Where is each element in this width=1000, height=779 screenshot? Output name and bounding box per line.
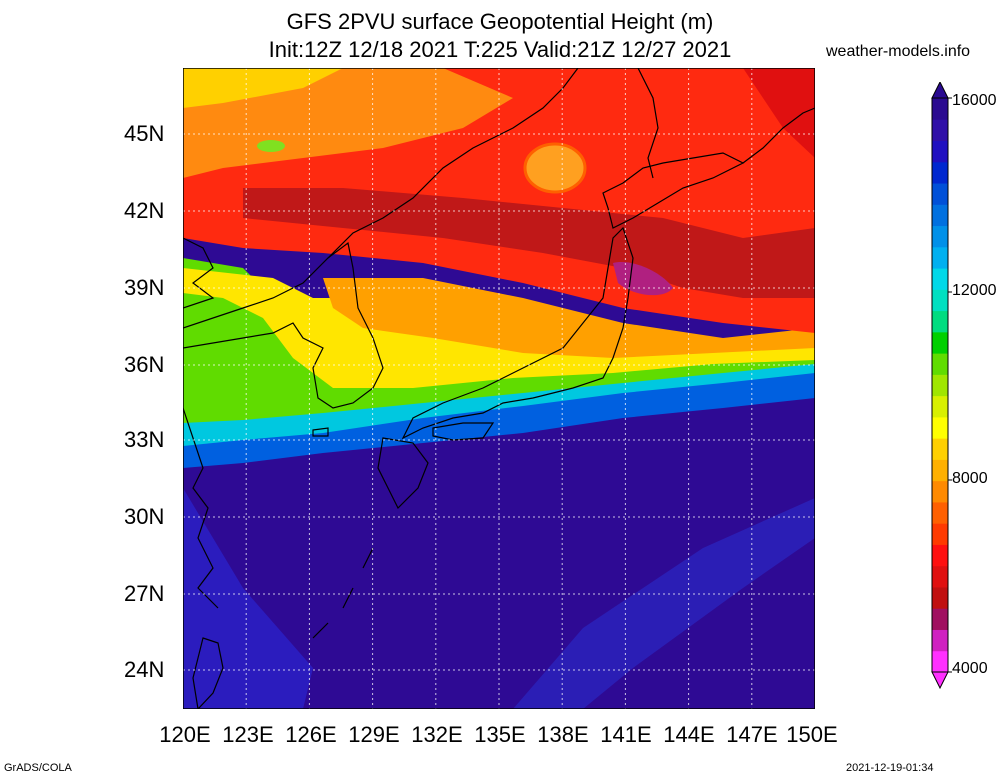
graticule: [183, 68, 815, 709]
colorbar-cell: [932, 204, 948, 227]
lon-label-138e: 138E: [537, 722, 589, 747]
yellow-north-region: [183, 68, 343, 108]
lat-label-42n: 42N: [124, 198, 165, 223]
colorbar-cell: [932, 183, 948, 205]
colorbar-cell: [932, 459, 948, 482]
lat-label-45n: 45N: [124, 121, 165, 146]
colorbar-cell: [932, 629, 948, 652]
lat-label-24n: 24N: [124, 657, 165, 682]
lon-label-141e: 141E: [600, 722, 652, 747]
orange-eddy: [523, 142, 587, 194]
colorbar-cell: [932, 586, 948, 609]
colorbar-label-16000: 16000: [952, 92, 997, 109]
colorbar-cell: [932, 374, 948, 397]
green-spot: [257, 140, 285, 152]
colorbar-cell: [932, 523, 948, 545]
colorbar-label-12000: 12000: [952, 282, 997, 299]
blue-speckle-region-east: [513, 498, 815, 709]
colorbar-min-arrow: [931, 671, 949, 690]
map-subtitle: Init:12Z 12/18 2021 T:225 Valid:21Z 12/2…: [268, 37, 732, 62]
footer-timestamp: 2021-12-19-01:34: [846, 762, 934, 774]
colorbar-cell: [932, 608, 948, 630]
lon-label-120e: 120E: [159, 722, 211, 747]
colorbar-cell: [932, 161, 948, 184]
site-credit: weather-models.info: [826, 43, 971, 60]
lat-label-36n: 36N: [124, 352, 165, 377]
lon-label-126e: 126E: [285, 722, 337, 747]
lat-label-27n: 27N: [124, 581, 165, 606]
colorbar-cell: [932, 438, 948, 460]
lon-label-132e: 132E: [411, 722, 463, 747]
lon-label-129e: 129E: [348, 722, 400, 747]
lon-label-135e: 135E: [474, 722, 526, 747]
colorbar-cell: [932, 310, 948, 333]
colorbar-cell: [932, 268, 948, 290]
colorbar-cell: [932, 480, 948, 503]
lon-label-144e: 144E: [663, 722, 715, 747]
dark-northeast: [743, 68, 815, 158]
colorbar-cell: [932, 565, 948, 588]
colorbar-cell: [932, 119, 948, 142]
colorbar-cell: [932, 544, 948, 567]
colorbar-label-4000: 4000: [952, 660, 988, 677]
blue-speckle-region: [183, 488, 313, 709]
geopotential-map: [183, 68, 815, 709]
colorbar-cell: [932, 395, 948, 418]
orange-region: [323, 278, 815, 358]
lat-label-30n: 30N: [124, 504, 165, 529]
colorbar-cell: [932, 416, 948, 439]
colorbar-cell: [932, 246, 948, 269]
colorbar-cell: [932, 289, 948, 312]
lat-label-33n: 33N: [124, 427, 165, 452]
colorbar-cell: [932, 353, 948, 375]
colorbar: [931, 82, 952, 690]
colorbar-label-8000: 8000: [952, 470, 988, 487]
lon-label-123e: 123E: [222, 722, 274, 747]
lon-label-150e: 150E: [786, 722, 838, 747]
map-title: GFS 2PVU surface Geopotential Height (m): [286, 9, 714, 34]
colorbar-cell: [932, 98, 948, 120]
colorbar-cell: [932, 225, 948, 248]
colorbar-cell: [932, 331, 948, 354]
lat-label-39n: 39N: [124, 275, 165, 300]
colorbar-max-arrow: [931, 82, 949, 99]
footer-software: GrADS/COLA: [4, 762, 72, 774]
lon-label-147e: 147E: [726, 722, 778, 747]
colorbar-cell: [932, 501, 948, 524]
colorbar-cell: [932, 650, 948, 673]
magenta-minimum: [613, 262, 673, 296]
colorbar-cell: [932, 140, 948, 163]
